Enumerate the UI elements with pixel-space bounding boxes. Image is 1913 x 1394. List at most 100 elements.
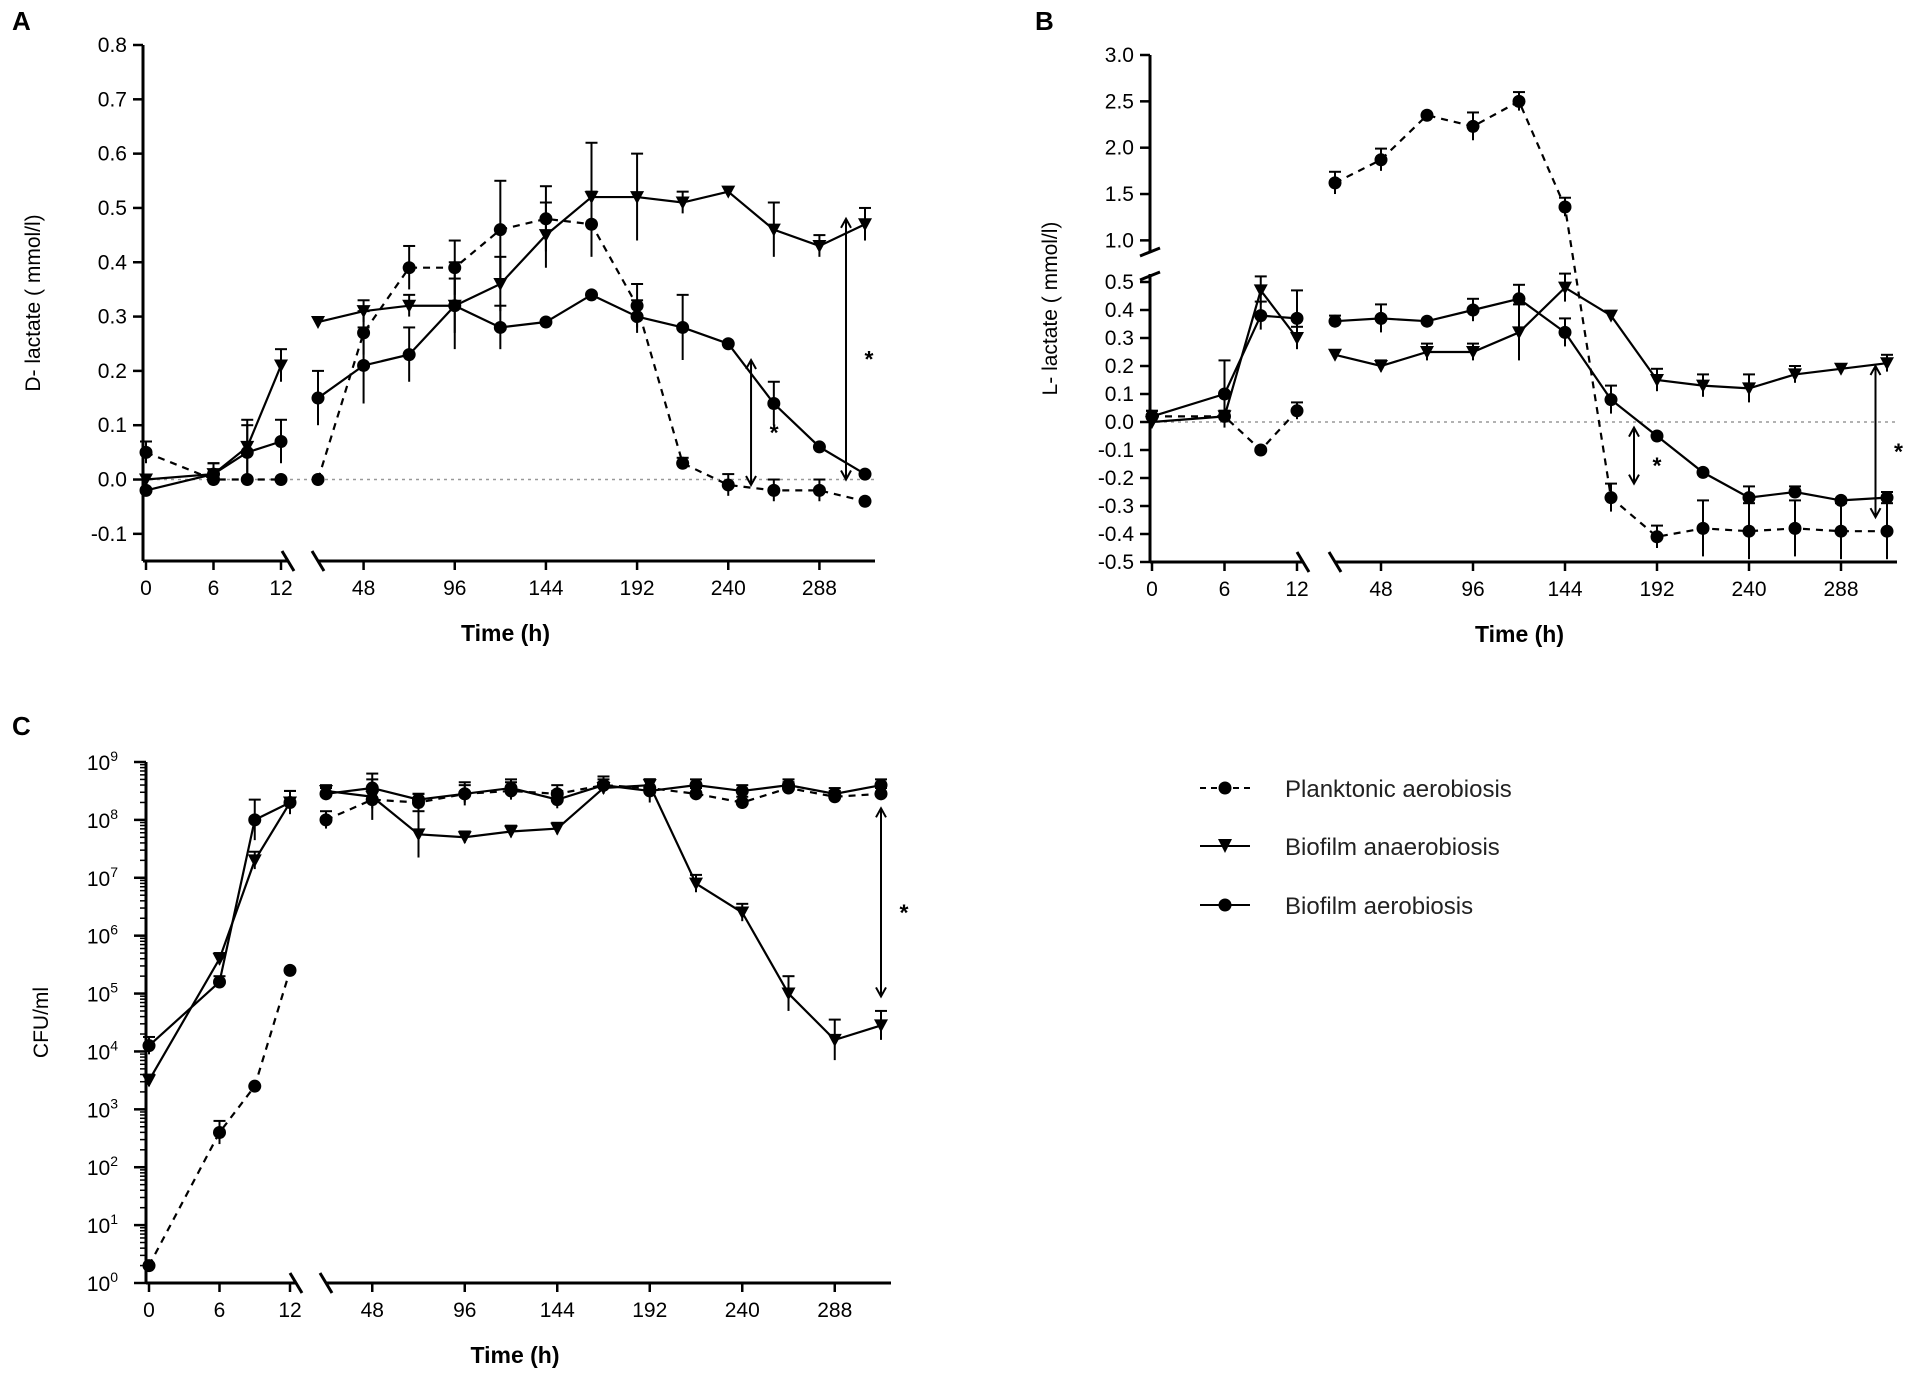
y-tick-label: -0.3 [1098,495,1134,518]
y-tick-exponent: 9 [110,748,118,764]
x-tick-label: 192 [620,577,655,600]
y-tick-label: 109 [87,748,118,775]
data-point [283,796,297,810]
x-axis-title: Time (h) [461,620,550,646]
data-point [504,781,518,795]
x-tick-label: 6 [214,1299,226,1322]
x-tick-label: 240 [725,1299,760,1322]
y-tick-exponent: 7 [110,864,118,880]
y-tick-label: 3.0 [1105,44,1134,67]
data-point [365,781,379,795]
data-point [721,478,735,492]
x-axis-break-mark [280,550,296,572]
data-point [827,1033,842,1047]
data-point [213,975,226,989]
data-point [1328,176,1342,190]
series-line [316,217,866,503]
data-point [1880,491,1894,505]
x-axis-break-mark [288,1272,304,1294]
y-tick-label: 0.2 [98,360,127,383]
y-tick-label: -0.5 [1098,551,1134,574]
data-point [1604,393,1618,407]
data-point [858,218,872,232]
y-tick-label: 105 [87,980,118,1007]
data-point [1742,524,1756,538]
data-point [1218,387,1231,401]
data-point [1834,493,1848,507]
data-point [240,445,254,459]
series-line [325,784,882,1042]
data-point [735,796,749,810]
y-tick-label: 1.0 [1105,229,1134,252]
y-axis-title: D- lactate ( mmol/l) [22,214,45,391]
x-tick-label: 192 [1639,578,1674,601]
x-axis-break-mark [1295,551,1311,573]
significance-star: * [1894,439,1903,465]
series-line [145,440,282,492]
x-axis-break-mark [1327,551,1343,573]
series-planktonic-aerobiosis [139,179,872,508]
data-point [643,784,657,798]
data-point [812,440,826,454]
data-point [248,1079,262,1093]
data-point [1512,326,1526,340]
data-point [139,445,153,459]
y-tick-label: 102 [87,1153,118,1180]
y-tick-label: 101 [87,1211,118,1238]
x-tick-label: 0 [1146,578,1158,601]
significance-arrowhead [875,986,887,999]
data-point [1788,368,1802,382]
data-point [319,813,333,827]
series-line [145,365,283,481]
data-point [1374,360,1388,373]
y-tick-label: 2.5 [1105,90,1134,113]
data-point [630,191,645,205]
data-point [412,793,425,807]
y-tick-label: 103 [87,1095,118,1122]
series-line [145,451,281,481]
data-point [766,223,781,237]
y-tick-exponent: 2 [110,1153,118,1169]
y-tick-exponent: 5 [110,980,118,996]
data-point [858,494,872,508]
x-tick-label: 12 [1285,578,1308,601]
y-tick-label: 0.0 [98,469,127,492]
x-axis-break-mark [310,550,326,572]
x-axis-title: Time (h) [1475,621,1564,647]
y-tick-label: 0.3 [1105,327,1134,350]
y-axis-break-mark [1139,246,1161,258]
y-tick-label: -0.1 [1098,439,1134,462]
data-point [675,196,690,210]
data-point [1834,524,1848,538]
y-tick-label: 0.6 [98,143,127,166]
data-point [538,229,553,243]
series-line [1334,286,1888,390]
legend-marker-triangle [1218,839,1232,853]
panel-label-a: A [12,6,31,36]
data-point [1420,346,1434,359]
x-tick-label: 12 [278,1299,301,1322]
y-tick-label: 108 [87,806,118,833]
y-tick-label: 2.0 [1105,137,1134,160]
legend-item-biofilm-aerobiosis: Biofilm aerobiosis [1200,893,1473,920]
data-point [630,310,644,324]
y-tick-label: 0.0 [1105,411,1134,434]
y-tick-label: -0.4 [1098,523,1135,546]
y-tick-label: 106 [87,922,118,949]
series-planktonic-aerobiosis [1145,91,1894,560]
data-point [311,473,325,487]
x-axis-title: Time (h) [470,1342,559,1368]
data-point [1558,200,1572,214]
x-tick-label: 6 [1219,578,1231,601]
x-tick-label: 96 [1461,578,1484,601]
y-tick-label: 0.4 [1105,299,1135,322]
data-point [248,813,262,827]
data-point [1512,292,1526,306]
x-tick-label: 288 [817,1299,852,1322]
data-point [1374,153,1388,167]
series-biofilm-anaerobiosis [139,141,872,487]
data-point [828,787,842,801]
data-point [1880,357,1894,371]
data-point [539,315,553,329]
data-point [493,277,508,291]
